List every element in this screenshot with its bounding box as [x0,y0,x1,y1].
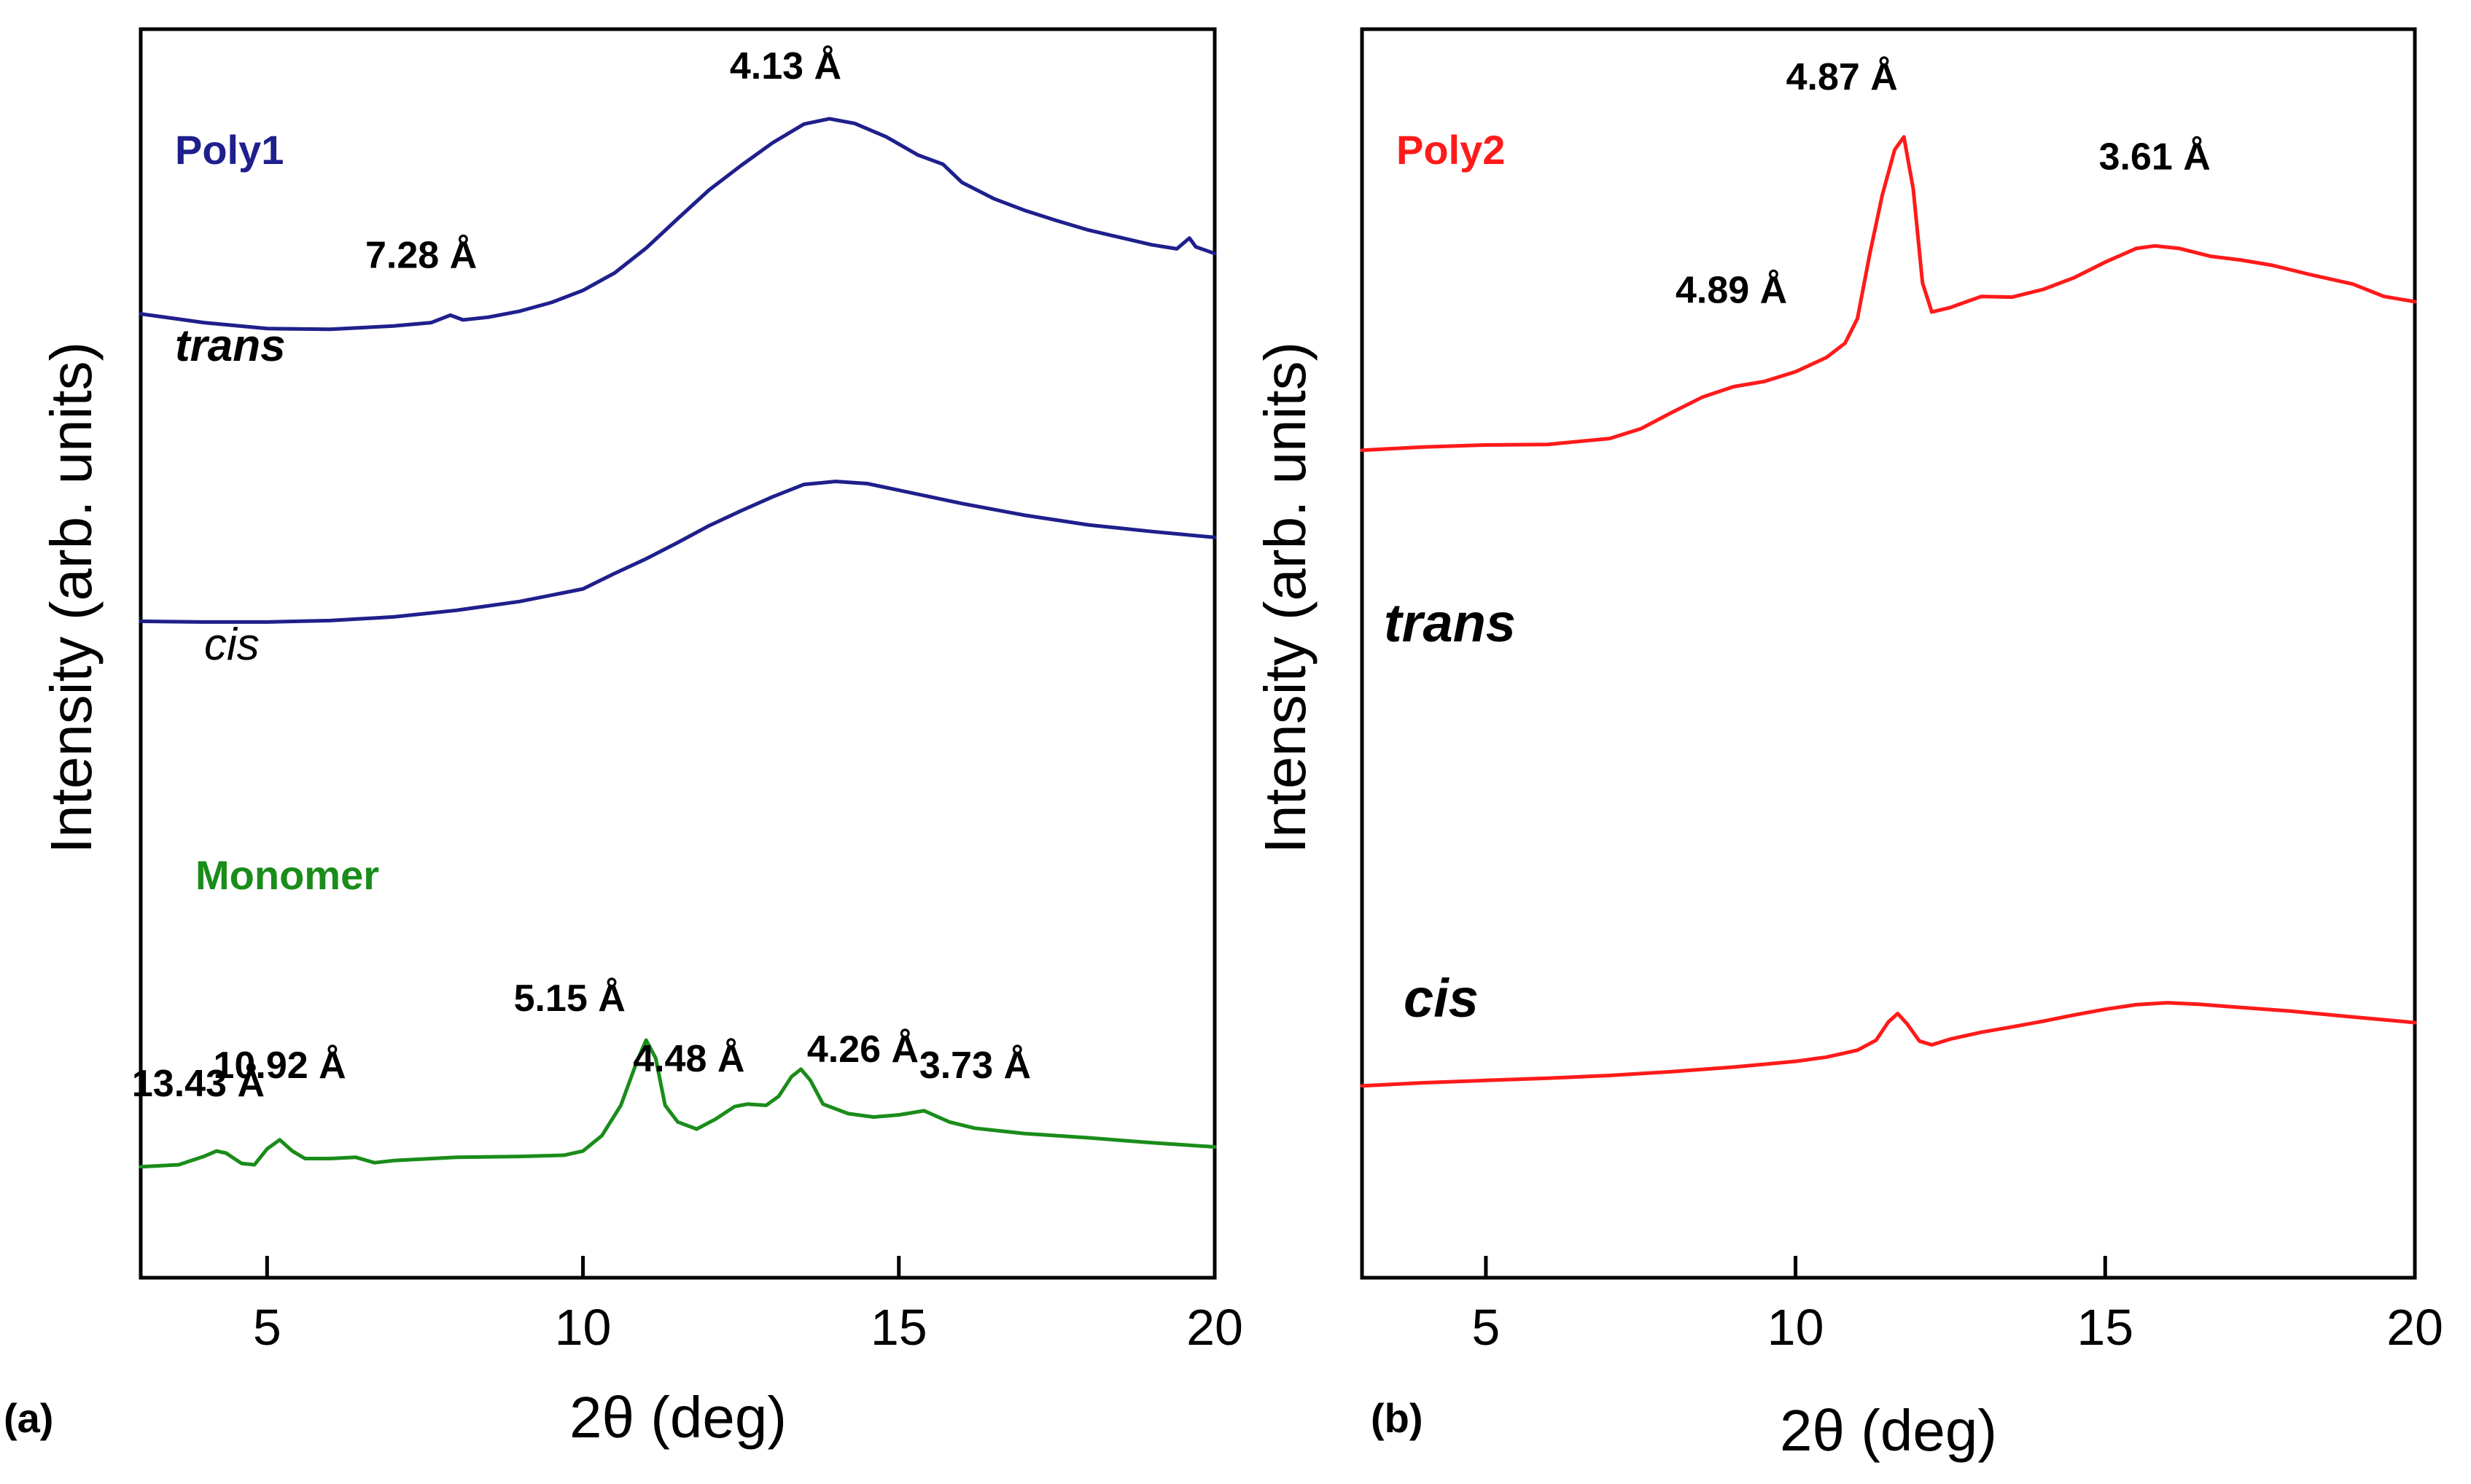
x-axis-label-a: 2θ (deg) [569,1385,787,1450]
x-tick-label-b-5: 5 [1471,1299,1500,1356]
peak-label-b-trans-2: 4.89 Å [1676,269,1787,311]
panel-b: 5 10 15 20 4.87 Å 3.61 Å 4.89 Å 2θ (deg) Inte… [1253,27,2443,1463]
curve-b-cis [1360,1001,2417,1088]
series-label-trans-b: trans [1384,593,1516,653]
curves-a [139,117,1217,1169]
curve-b-trans [1360,135,2417,453]
x-tick-label-a-10: 10 [555,1299,612,1356]
series-label-cis-b: cis [1404,968,1479,1028]
peak-label-a-monomer-0: 13.43 Å [132,1063,265,1105]
curve-a-trans [139,117,1217,332]
x-tick-label-b-15: 15 [2077,1299,2133,1356]
peak-annotations-b: 4.87 Å 3.61 Å 4.89 Å [1676,56,2211,312]
series-label-trans-a: trans [175,321,286,371]
peak-label-a-monomer-3: 4.48 Å [633,1038,744,1080]
peak-label-a-monomer-2: 5.15 Å [514,977,626,1020]
peak-annotations-a: 4.13 Å 7.28 Å 13.43 Å10.92 Å 5.15 Å4.48 Å 4.… [132,45,1031,1105]
x-axis-ticks-b: 5 10 15 20 [1471,1256,2443,1356]
x-tick-label-a-20: 20 [1186,1299,1243,1356]
panel-a: 5 10 15 20 4.13 Å 7.28 Å 13.43 Å10.92 Å 5.15 Å… [4,27,1243,1450]
sample-label-poly2: Poly2 [1396,127,1505,173]
peak-label-a-trans-0: 4.13 Å [730,45,841,87]
curve-a-monomer [139,1038,1217,1169]
plot-frame-b [1360,27,2417,1280]
x-tick-label-b-20: 20 [2386,1299,2443,1356]
peak-label-a-monomer-5: 3.73 Å [919,1044,1031,1087]
x-tick-label-a-5: 5 [253,1299,281,1356]
peak-label-a-monomer-1: 10.92 Å [214,1044,346,1087]
panel-label-b: (b) [1371,1395,1423,1441]
y-axis-label-a: Intensity (arb. units) [39,342,104,854]
y-axis-label-b: Intensity (arb. units) [1253,342,1318,854]
x-axis-ticks-a: 5 10 15 20 [253,1256,1243,1356]
curve-a-cis [139,480,1217,624]
plot-frame-a [139,27,1217,1280]
sample-label-poly1: Poly1 [175,127,284,173]
curves-b [1360,135,2417,1088]
peak-label-a-monomer-4: 4.26 Å [807,1028,919,1071]
sample-label-monomer: Monomer [195,852,379,898]
x-tick-label-b-10: 10 [1767,1299,1824,1356]
series-label-cis-a: cis [204,620,260,670]
peak-label-b-trans-0: 4.87 Å [1786,56,1898,98]
x-axis-label-b: 2θ (deg) [1780,1398,1997,1463]
peak-label-b-trans-1: 3.61 Å [2099,136,2211,178]
peak-label-a-trans-1: 7.28 Å [365,234,477,276]
panel-label-a: (a) [4,1395,53,1441]
x-tick-label-a-15: 15 [871,1299,927,1356]
